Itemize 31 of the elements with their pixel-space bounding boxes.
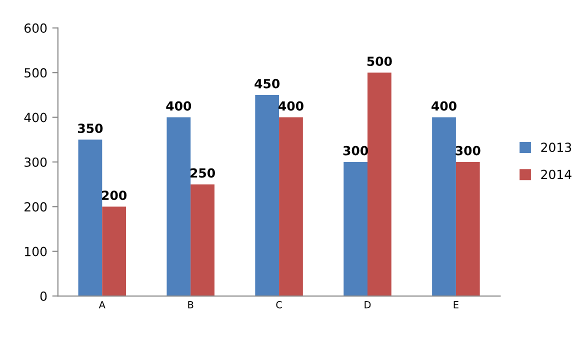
y-tick-label: 400 [24, 112, 47, 122]
data-label: 400 [432, 101, 456, 111]
bar [367, 72, 392, 296]
bar [102, 206, 126, 296]
data-label: 450 [254, 78, 280, 88]
legend-label: 2014 [541, 170, 572, 180]
bar [166, 117, 191, 296]
data-label: 250 [190, 168, 215, 178]
legend-label: 2013 [541, 142, 572, 152]
y-tick-label: 600 [24, 23, 47, 33]
bar [190, 184, 214, 296]
x-tick-label: C [276, 301, 282, 308]
y-tick-label: 300 [24, 157, 47, 167]
bar [78, 140, 102, 296]
y-tick-label: 500 [24, 68, 47, 78]
data-label: 400 [166, 101, 192, 111]
bar [279, 117, 303, 296]
y-tick-label: 100 [25, 246, 47, 256]
data-label: 350 [78, 124, 103, 134]
x-tick-label: D [364, 301, 371, 308]
x-tick-label: E [454, 301, 458, 308]
bar [255, 94, 280, 296]
y-tick-label: 200 [24, 202, 47, 212]
x-tick-label: A [98, 301, 106, 308]
bar [432, 117, 456, 296]
y-tick-label: 0 [40, 291, 47, 301]
bar [344, 162, 368, 296]
data-label: 200 [102, 190, 127, 200]
x-tick-label: B [188, 301, 194, 308]
bar [456, 162, 480, 296]
data-label: 500 [367, 56, 392, 66]
